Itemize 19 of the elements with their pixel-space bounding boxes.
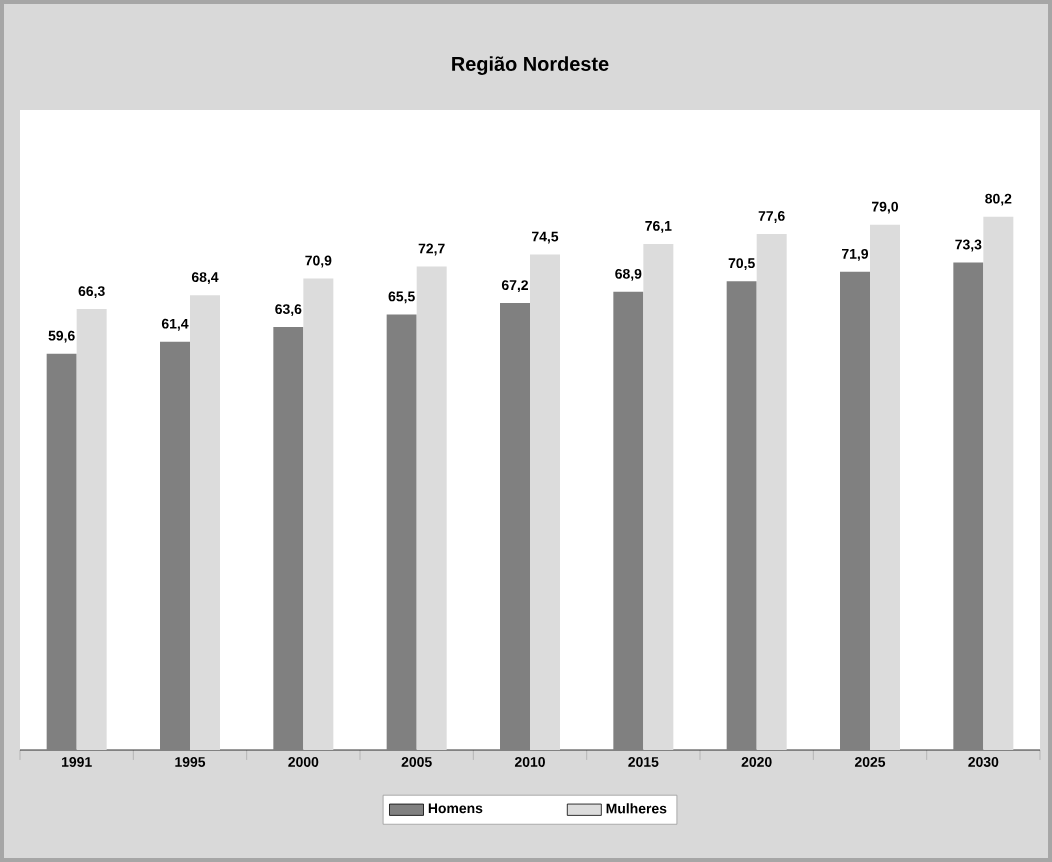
bar <box>160 341 190 750</box>
bar <box>190 295 220 750</box>
bar <box>76 309 107 750</box>
bar <box>840 271 870 750</box>
bar <box>870 224 900 750</box>
bar <box>530 254 560 750</box>
bar <box>416 266 447 750</box>
bar <box>953 262 984 750</box>
bar <box>643 243 674 750</box>
bar <box>726 281 757 750</box>
bar <box>303 278 334 750</box>
bar <box>756 233 787 750</box>
bar <box>46 353 77 750</box>
bar <box>273 327 304 750</box>
bar <box>386 314 417 750</box>
chart-title: Região Nordeste <box>452 56 609 75</box>
bar <box>500 303 530 750</box>
bar <box>983 216 1014 750</box>
bar <box>613 291 644 750</box>
